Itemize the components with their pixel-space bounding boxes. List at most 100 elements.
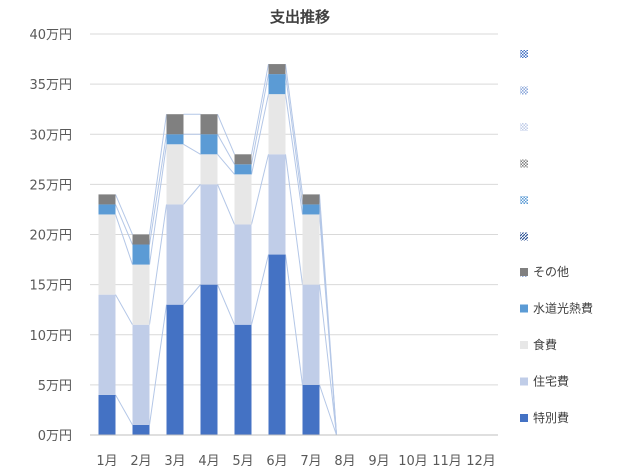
legend-marker — [520, 196, 528, 204]
y-tick-label: 40万円 — [29, 28, 72, 43]
series-line — [217, 153, 235, 175]
series-connector-lines — [115, 63, 473, 436]
y-tick-label: 30万円 — [29, 128, 72, 143]
bar-segment — [200, 284, 218, 435]
legend-marker — [520, 377, 528, 386]
legend-label: 特別費 — [533, 410, 569, 425]
legend-label: 食費 — [533, 337, 557, 352]
bar-segment — [98, 204, 116, 215]
bar-segment — [132, 234, 150, 245]
series-line — [149, 144, 167, 265]
series-line — [217, 114, 235, 155]
series-line — [217, 184, 235, 225]
bars — [98, 64, 320, 435]
series-line — [319, 284, 337, 436]
bar-segment — [302, 204, 320, 215]
series-line — [115, 294, 133, 325]
chart-title: 支出推移 — [269, 8, 330, 26]
bar-segment — [132, 264, 150, 325]
legend-marker — [520, 123, 528, 131]
bar-segment — [234, 174, 252, 225]
bar-segment — [98, 294, 116, 395]
legend-marker — [520, 159, 528, 168]
x-tick-label: 4月 — [198, 454, 219, 469]
series-line — [217, 134, 235, 165]
bar-segment — [166, 304, 184, 435]
gridlines — [90, 33, 498, 386]
series-line — [183, 184, 201, 205]
bar-segment — [234, 324, 252, 435]
bar-segment — [302, 194, 320, 205]
series-line — [115, 194, 133, 235]
y-tick-label: 35万円 — [29, 78, 72, 93]
bar-segment — [132, 244, 150, 265]
series-line — [285, 74, 303, 205]
series-line — [149, 304, 167, 426]
x-tick-label: 10月 — [398, 454, 428, 469]
legend-marker — [520, 86, 528, 95]
y-tick-label: 25万円 — [29, 178, 72, 193]
bar-segment — [132, 324, 150, 425]
series-line — [217, 284, 235, 325]
legend-marker — [520, 268, 528, 276]
x-tick-label: 1月 — [96, 454, 117, 469]
x-tick-label: 6月 — [266, 454, 287, 469]
bar-segment — [98, 214, 116, 295]
series-line — [115, 394, 133, 426]
x-tick-label: 3月 — [164, 454, 185, 469]
legend-label: その他 — [533, 265, 569, 279]
legend-label: 水道光熱費 — [533, 301, 593, 316]
series-line — [319, 194, 337, 436]
bar-segment — [268, 154, 286, 255]
y-tick-label: 15万円 — [29, 279, 72, 294]
legend-marker — [520, 232, 528, 241]
series-line — [285, 254, 303, 385]
series-line — [149, 134, 167, 245]
y-axis-tick-labels: 0万円 5万円 10万円 15万円 20万円 25万円 30万円 35万円 40万円 — [29, 28, 72, 444]
bar-segment — [200, 114, 218, 135]
legend-marker — [520, 50, 528, 58]
bar-segment — [302, 384, 320, 435]
series-line — [285, 64, 303, 195]
bar-segment — [268, 74, 286, 95]
x-tick-label: 8月 — [334, 454, 355, 469]
x-tick-label: 7月 — [300, 454, 321, 469]
bar-segment — [268, 64, 286, 75]
y-tick-label: 0万円 — [38, 429, 72, 444]
bar-segment — [200, 184, 218, 285]
x-axis-tick-labels: 1月 2月 3月 4月 5月 6月 7月 8月 9月 10月 11月 12月 — [96, 454, 495, 469]
x-tick-label: 5月 — [232, 454, 253, 469]
x-tick-label: 2月 — [130, 454, 151, 469]
bar-segment — [200, 154, 218, 185]
bar-segment — [166, 114, 184, 135]
series-line — [183, 284, 201, 305]
bar-segment — [98, 394, 116, 435]
series-line — [115, 204, 133, 245]
y-tick-label: 10万円 — [29, 329, 72, 344]
series-line — [251, 254, 269, 325]
series-line — [251, 94, 269, 175]
bar-segment — [132, 424, 150, 435]
bar-segment — [166, 204, 184, 305]
bar-segment — [200, 134, 218, 155]
bar-segment — [268, 94, 286, 155]
series-line — [149, 204, 167, 325]
y-tick-label: 5万円 — [38, 379, 72, 394]
legend-marker — [520, 304, 528, 313]
series-line — [319, 384, 337, 436]
legend-label: 住宅費 — [533, 374, 569, 389]
legend-marker — [520, 414, 528, 422]
bar-segment — [234, 224, 252, 325]
series-line — [251, 74, 269, 165]
x-tick-label: 12月 — [466, 454, 496, 469]
bar-segment — [166, 134, 184, 145]
series-line — [251, 63, 269, 155]
series-line — [115, 214, 133, 265]
series-line — [251, 154, 269, 225]
bar-segment — [166, 144, 184, 205]
series-line — [285, 154, 303, 285]
x-tick-label: 9月 — [368, 454, 389, 469]
legend-marker — [520, 341, 528, 349]
